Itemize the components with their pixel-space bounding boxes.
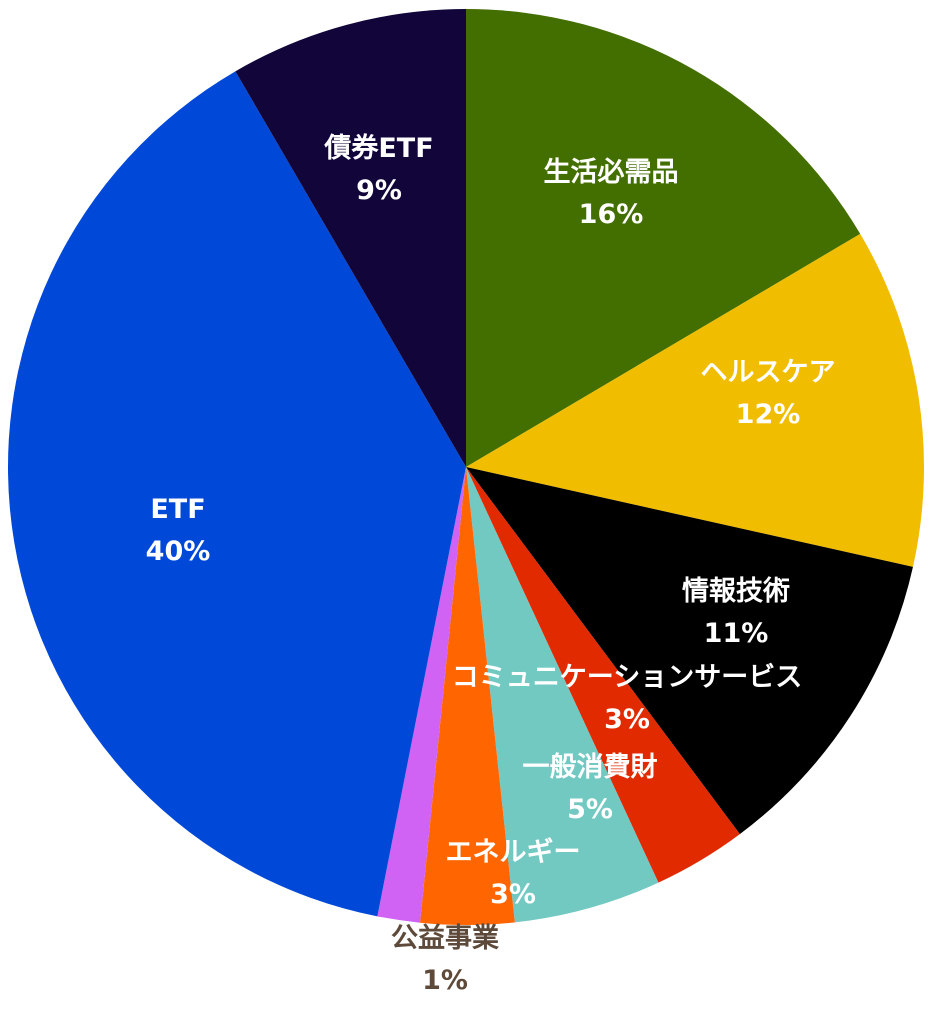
pie-slice [466,467,913,835]
pie-slice [466,467,740,883]
slice-category-label: 一般消費財 [523,751,658,783]
slice-category-label: 情報技術 [682,576,790,607]
pie-slice [466,233,925,567]
slice-percent-label: 1% [422,965,468,996]
slice-category-label: 生活必需品 [544,157,679,188]
slice-category-label: 公益事業 [391,923,499,954]
pie-slice [466,9,861,467]
pie-slice [377,467,466,923]
slice-category-label: ヘルスケア [701,357,836,388]
slice-percent-label: 11% [704,618,769,649]
pie-slice [235,9,466,467]
slice-percent-label: 5% [567,794,613,825]
slice-category-label: ETF [150,494,205,525]
slice-percent-label: 3% [490,879,536,910]
slice-category-label: 債券ETF [323,132,433,164]
pie-slice [7,71,467,917]
pie-labels: 生活必需品 16% ヘルスケア 12% 情報技術 11% コミュニケーションサービス 3% 一般… [146,132,836,996]
pie-slice [420,467,515,926]
slice-percent-label: 40% [146,536,211,567]
slice-percent-label: 9% [356,175,402,206]
slice-percent-label: 3% [604,704,650,735]
slice-percent-label: 16% [579,199,644,230]
pie-slice [466,467,659,923]
slice-category-label: エネルギー [446,837,581,868]
slice-percent-label: 12% [736,399,801,430]
slice-category-label: コミュニケーションサービス [452,662,802,693]
pie-slices [7,9,925,926]
